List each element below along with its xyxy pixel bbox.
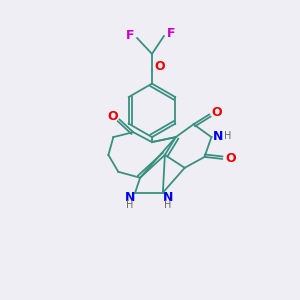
Text: F: F — [167, 27, 175, 40]
Text: O: O — [225, 152, 236, 165]
Text: O: O — [154, 60, 165, 73]
Text: N: N — [163, 191, 173, 204]
Text: H: H — [224, 131, 231, 141]
Text: H: H — [127, 200, 134, 211]
Text: O: O — [107, 110, 118, 123]
Text: N: N — [213, 130, 224, 142]
Text: F: F — [126, 28, 134, 42]
Text: H: H — [164, 200, 172, 211]
Text: O: O — [211, 106, 222, 119]
Text: N: N — [125, 191, 135, 204]
